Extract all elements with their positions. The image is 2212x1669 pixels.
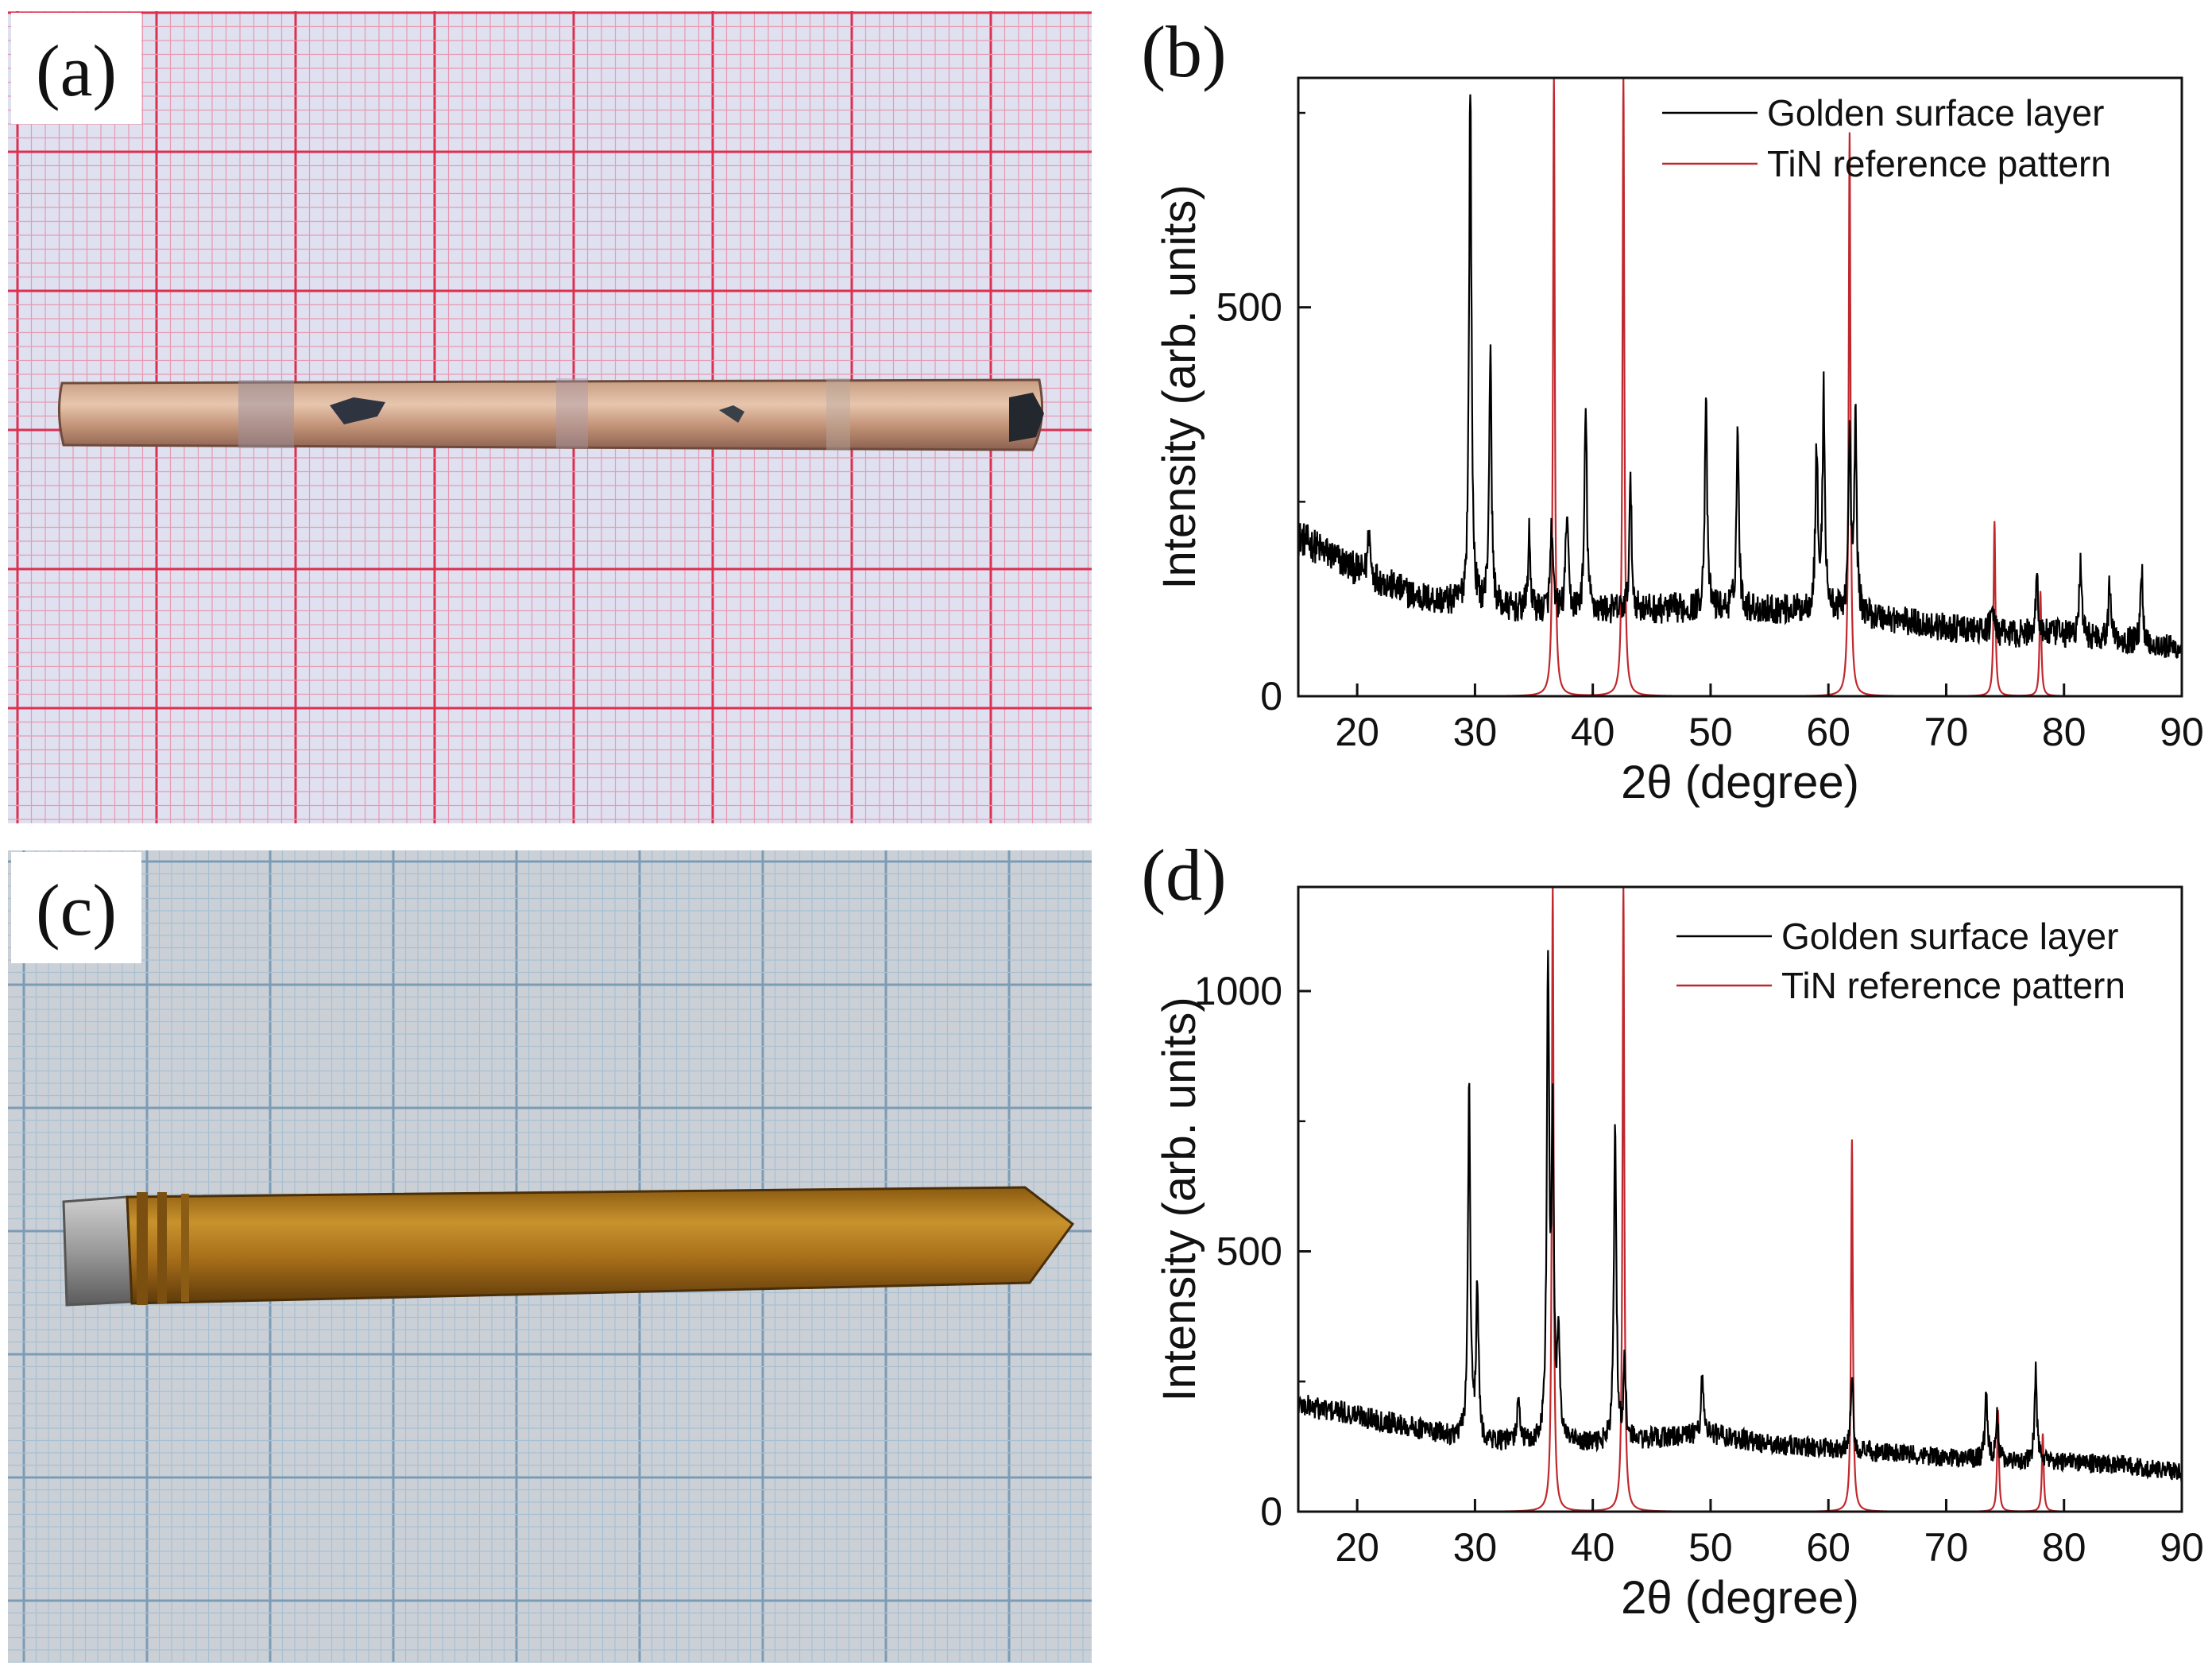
series-line-measured-d (1298, 950, 2182, 1481)
x-tick-label-b: 90 (2160, 710, 2204, 754)
photo-a (8, 11, 1092, 823)
x-tick-label-b: 70 (1924, 710, 1969, 754)
panel-b-label: (b) (1141, 11, 1226, 92)
ticks-b (1298, 111, 2183, 698)
y-tick-label-b: 0 (1260, 674, 1282, 718)
ticks-d (1298, 989, 2183, 1513)
legend-label-measured-b: Golden surface layer (1767, 92, 2104, 134)
x-tick-label-b: 40 (1571, 710, 1615, 754)
legend-label-measured-d: Golden surface layer (1781, 916, 2118, 957)
x-axis-label-d: 2θ (degree) (1621, 1572, 1859, 1624)
x-tick-labels-b: 20 30 40 50 60 70 80 90 (1335, 710, 2203, 754)
chart-d: 20 30 40 50 60 70 80 90 0 500 1000 2θ (degree) In… (1154, 885, 2204, 1624)
sample-rod-c (62, 1186, 1075, 1307)
legend-d: Golden surface layer TiN reference patte… (1676, 916, 2125, 1006)
x-tick-labels-d: 20 30 40 50 60 70 80 90 (1335, 1525, 2203, 1570)
y-tick-label-d: 0 (1260, 1489, 1282, 1534)
x-axis-label-b: 2θ (degree) (1621, 757, 1859, 808)
x-tick-label-d: 50 (1688, 1525, 1733, 1570)
photo-c (8, 850, 1092, 1663)
x-tick-label-d: 30 (1453, 1525, 1498, 1570)
y-tick-labels-b: 0 500 (1216, 285, 1282, 718)
series-line-measured-b (1298, 94, 2182, 659)
x-tick-label-b: 80 (2042, 710, 2086, 754)
sample-rod-a (57, 378, 1044, 451)
panel-c-label: (c) (36, 869, 117, 951)
y-tick-label-d: 500 (1216, 1229, 1282, 1274)
legend-b: Golden surface layer TiN reference patte… (1662, 92, 2111, 184)
x-tick-label-b: 60 (1806, 710, 1850, 754)
plot-frame-b (1297, 76, 2183, 698)
legend-label-reference-b: TiN reference pattern (1767, 143, 2111, 184)
x-tick-label-d: 40 (1571, 1525, 1615, 1570)
y-axis-label-b: Intensity (arb. units) (1154, 184, 1205, 589)
x-tick-label-d: 60 (1806, 1525, 1850, 1570)
plot-frame-d (1297, 885, 2183, 1513)
x-tick-label-d: 70 (1924, 1525, 1969, 1570)
x-tick-label-b: 50 (1688, 710, 1733, 754)
x-tick-label-d: 80 (2042, 1525, 2086, 1570)
y-tick-label-b: 500 (1216, 285, 1282, 330)
x-tick-label-b: 30 (1453, 710, 1498, 754)
x-tick-label-b: 20 (1335, 710, 1379, 754)
panel-c-label-box (11, 852, 141, 963)
x-tick-label-d: 20 (1335, 1525, 1379, 1570)
y-tick-label-d: 1000 (1194, 969, 1282, 1013)
legend-label-reference-d: TiN reference pattern (1781, 965, 2125, 1006)
panel-a-label: (a) (36, 30, 117, 111)
panel-a-label-box (11, 13, 141, 124)
y-axis-label-d: Intensity (arb. units) (1154, 997, 1205, 1401)
panel-d-label: (d) (1141, 834, 1226, 916)
chart-b: 20 30 40 50 60 70 80 90 0 500 2θ (degree) Intens… (1154, 76, 2204, 808)
y-tick-labels-d: 0 500 1000 (1194, 969, 1282, 1534)
x-tick-label-d: 90 (2160, 1525, 2204, 1570)
